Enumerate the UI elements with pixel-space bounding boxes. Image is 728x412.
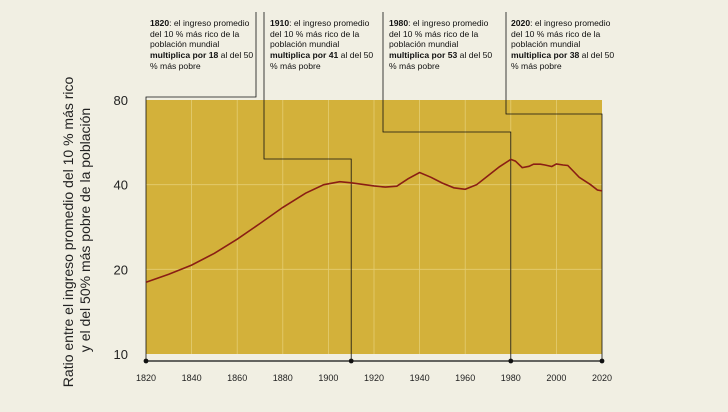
y-tick-label-10: 10: [114, 347, 128, 362]
marker-2020: [599, 358, 605, 364]
annotation-2020-year: 2020: [511, 18, 531, 28]
annotation-1820-year: 1820: [150, 18, 170, 28]
annotation-1980-year: 1980: [389, 18, 409, 28]
x-tick-label-1960: 1960: [455, 373, 475, 383]
annotation-1820-text: : el ingreso promedio del 10 % más rico …: [150, 18, 250, 50]
grid-horizontal: [146, 184, 602, 270]
callout-lines: [143, 12, 605, 364]
annotation-1980-text: : el ingreso promedio del 10 % más rico …: [389, 18, 489, 50]
y-axis-label-line-2: y el del 50% más pobre de la población: [77, 108, 93, 352]
x-tick-label-1860: 1860: [227, 373, 247, 383]
x-tick-label-1840: 1840: [182, 373, 202, 383]
annotation-1910-text: : el ingreso promedio del 10 % más rico …: [270, 18, 370, 50]
annotation-1910: 1910: el ingreso promedio del 10 % más r…: [270, 18, 376, 92]
annotation-2020-tail: al del 50 % más pobre: [511, 50, 615, 71]
y-ticks: 80 40 20 10: [114, 93, 128, 362]
y-tick-label-20: 20: [114, 262, 128, 277]
x-tick-label-1900: 1900: [318, 373, 338, 383]
callout-line-2020: [505, 12, 603, 361]
x-tick-label-2000: 2000: [546, 373, 566, 383]
x-ticks: 1820 1840 1860 1880 1900 1920 1940 1960 1980 2000…: [136, 373, 612, 383]
annotation-1980: 1980: el ingreso promedio del 10 % más r…: [389, 18, 495, 92]
annotation-1910-emphasis: multiplica por 41: [270, 50, 339, 61]
callout-line-1820: [145, 12, 257, 361]
annotation-1910-tail: al del 50 % más pobre: [270, 50, 374, 71]
annotation-1910-year: 1910: [270, 18, 290, 28]
callout-line-1980: [382, 12, 512, 361]
y-axis-label-line-1: Ratio entre el ingreso promedio del 10 %…: [60, 76, 76, 387]
x-tick-label-1820: 1820: [136, 373, 156, 383]
marker-1820: [143, 358, 149, 364]
annotation-1820: 1820: el ingreso promedio del 10 % más r…: [150, 18, 256, 92]
annotation-2020: 2020: el ingreso promedio del 10 % más r…: [511, 18, 617, 92]
annotation-1820-tail: al del 50 % más pobre: [150, 50, 254, 71]
annotation-2020-emphasis: multiplica por 38: [511, 50, 580, 61]
y-tick-label-40: 40: [114, 178, 128, 193]
y-axis-label: Ratio entre el ingreso promedio del 10 %…: [60, 73, 93, 387]
annotation-2020-text: : el ingreso promedio del 10 % más rico …: [511, 18, 611, 50]
annotation-1980-tail: al del 50 % más pobre: [389, 50, 493, 71]
annotation-1980-emphasis: multiplica por 53: [389, 50, 458, 61]
series-line-ratio: [145, 158, 603, 283]
callout-line-1910: [263, 12, 352, 361]
x-tick-label-2020: 2020: [592, 373, 612, 383]
x-tick-label-1980: 1980: [501, 373, 521, 383]
x-tick-label-1920: 1920: [364, 373, 384, 383]
y-tick-label-80: 80: [114, 93, 128, 108]
x-tick-label-1940: 1940: [410, 373, 430, 383]
x-tick-label-1880: 1880: [273, 373, 293, 383]
marker-1980: [508, 358, 514, 364]
marker-1910: [348, 358, 354, 364]
annotation-1820-emphasis: multiplica por 18: [150, 50, 219, 61]
